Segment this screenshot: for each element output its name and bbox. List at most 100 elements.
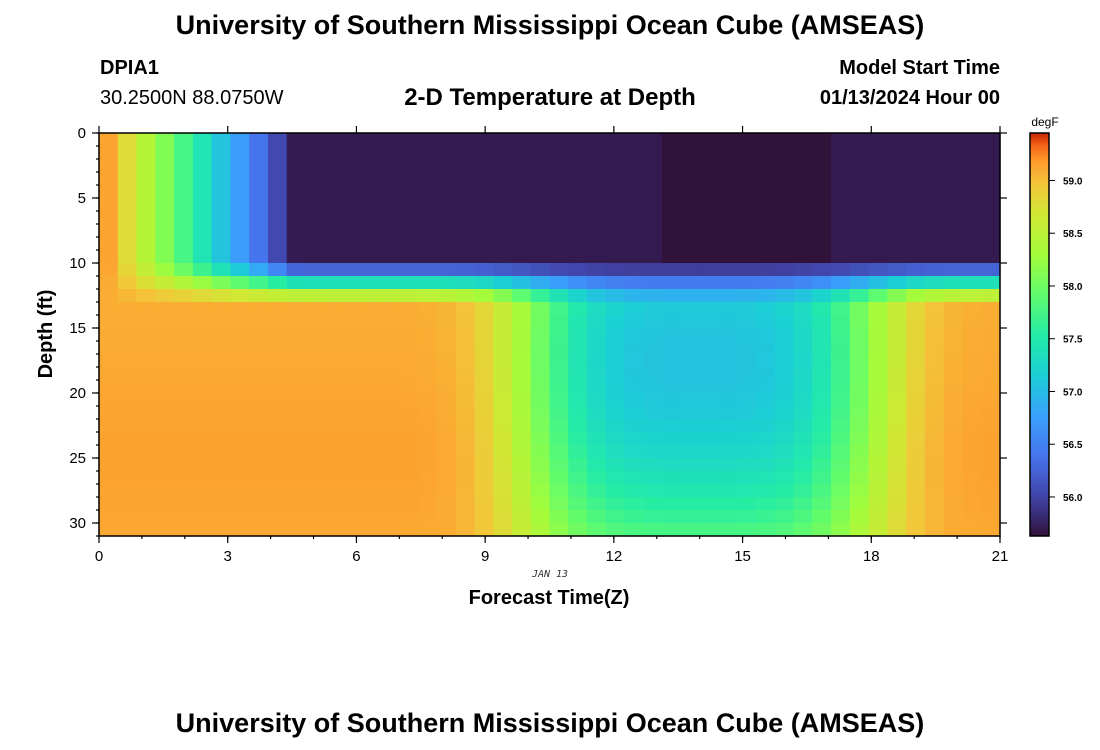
heatmap-cell bbox=[906, 198, 926, 212]
heatmap-cell bbox=[849, 172, 870, 186]
heatmap-cell bbox=[511, 263, 532, 277]
heatmap-cell bbox=[737, 172, 757, 186]
heatmap-cell bbox=[549, 419, 569, 433]
heatmap-cell bbox=[530, 406, 551, 420]
heatmap-cell bbox=[849, 276, 870, 290]
heatmap-cell bbox=[737, 471, 757, 485]
heatmap-cell bbox=[774, 380, 795, 394]
heatmap-cell bbox=[267, 367, 288, 381]
heatmap-cell bbox=[305, 393, 325, 407]
heatmap-cell bbox=[943, 276, 964, 290]
heatmap-cell bbox=[155, 315, 175, 329]
heatmap-cell bbox=[981, 315, 1001, 329]
heatmap-cell bbox=[136, 302, 156, 316]
heatmap-cell bbox=[587, 523, 607, 537]
heatmap-cell bbox=[549, 354, 569, 368]
heatmap-cell bbox=[605, 211, 626, 225]
heatmap-cell bbox=[943, 302, 964, 316]
colorbar-tick-label: 58.5 bbox=[1063, 229, 1083, 240]
heatmap-cell bbox=[662, 211, 682, 225]
heatmap-cell bbox=[906, 419, 926, 433]
heatmap-cell bbox=[117, 185, 138, 199]
heatmap-cell bbox=[361, 159, 382, 173]
heatmap-cell bbox=[324, 237, 344, 251]
heatmap-cell bbox=[455, 510, 476, 524]
heatmap-cell bbox=[380, 341, 400, 355]
heatmap-cell bbox=[230, 445, 250, 459]
heatmap-cell bbox=[812, 354, 832, 368]
heatmap-cell bbox=[587, 367, 607, 381]
heatmap-cell bbox=[962, 471, 982, 485]
heatmap-cell bbox=[399, 315, 419, 329]
heatmap-cell bbox=[849, 484, 870, 498]
heatmap-cell bbox=[981, 276, 1001, 290]
heatmap-cell bbox=[605, 406, 626, 420]
heatmap-cell bbox=[267, 471, 288, 485]
heatmap-cell bbox=[436, 406, 457, 420]
heatmap-cell bbox=[267, 289, 288, 303]
heatmap-cell bbox=[211, 263, 231, 277]
heatmap-cell bbox=[981, 432, 1001, 446]
heatmap-cell bbox=[474, 393, 494, 407]
heatmap-cell bbox=[924, 315, 945, 329]
heatmap-cell bbox=[812, 198, 832, 212]
heatmap-cell bbox=[286, 523, 307, 537]
heatmap-cell bbox=[174, 185, 194, 199]
heatmap-cell bbox=[812, 146, 832, 160]
heatmap-cell bbox=[831, 432, 851, 446]
heatmap-cell bbox=[436, 172, 457, 186]
heatmap-cell bbox=[962, 445, 982, 459]
heatmap-cell bbox=[831, 523, 851, 537]
heatmap-cell bbox=[549, 380, 569, 394]
heatmap-cell bbox=[192, 224, 213, 238]
heatmap-cell bbox=[568, 341, 588, 355]
heatmap-cell bbox=[868, 315, 888, 329]
x-tick-label: 21 bbox=[992, 548, 1009, 565]
heatmap-cell bbox=[643, 211, 663, 225]
heatmap-cell bbox=[793, 367, 813, 381]
heatmap-cell bbox=[774, 523, 795, 537]
heatmap-cell bbox=[906, 328, 926, 342]
heatmap-cell bbox=[906, 289, 926, 303]
heatmap-cell bbox=[380, 211, 400, 225]
heatmap-cell bbox=[793, 380, 813, 394]
heatmap-cell bbox=[812, 185, 832, 199]
heatmap-cell bbox=[267, 250, 288, 264]
heatmap-cell bbox=[605, 497, 626, 511]
heatmap-cell bbox=[399, 354, 419, 368]
heatmap-cell bbox=[737, 523, 757, 537]
heatmap-cell bbox=[155, 289, 175, 303]
heatmap-cell bbox=[605, 393, 626, 407]
heatmap-cell bbox=[324, 510, 344, 524]
heatmap-cell bbox=[418, 159, 438, 173]
heatmap-cell bbox=[981, 302, 1001, 316]
heatmap-cell bbox=[286, 276, 307, 290]
heatmap-cell bbox=[174, 419, 194, 433]
heatmap-cell bbox=[192, 484, 213, 498]
heatmap-cell bbox=[418, 510, 438, 524]
heatmap-cell bbox=[962, 419, 982, 433]
heatmap-cell bbox=[474, 237, 494, 251]
heatmap-cell bbox=[868, 146, 888, 160]
heatmap-cell bbox=[699, 432, 720, 446]
heatmap-cell bbox=[568, 276, 588, 290]
heatmap-cell bbox=[812, 445, 832, 459]
heatmap-cell bbox=[924, 146, 945, 160]
heatmap-cell bbox=[249, 302, 269, 316]
heatmap-cell bbox=[267, 146, 288, 160]
heatmap-cell bbox=[230, 263, 250, 277]
heatmap-cell bbox=[99, 302, 119, 316]
heatmap-cell bbox=[643, 198, 663, 212]
heatmap-cell bbox=[906, 354, 926, 368]
heatmap-cell bbox=[831, 159, 851, 173]
heatmap-cell bbox=[305, 133, 325, 147]
heatmap-cell bbox=[962, 185, 982, 199]
heatmap-cell bbox=[624, 146, 644, 160]
heatmap-cell bbox=[699, 159, 720, 173]
heatmap-cell bbox=[305, 328, 325, 342]
heatmap-cell bbox=[155, 471, 175, 485]
heatmap-cell bbox=[812, 393, 832, 407]
heatmap-cell bbox=[380, 393, 400, 407]
heatmap-cell bbox=[211, 198, 231, 212]
colorbar-unit: degF bbox=[1031, 115, 1058, 129]
